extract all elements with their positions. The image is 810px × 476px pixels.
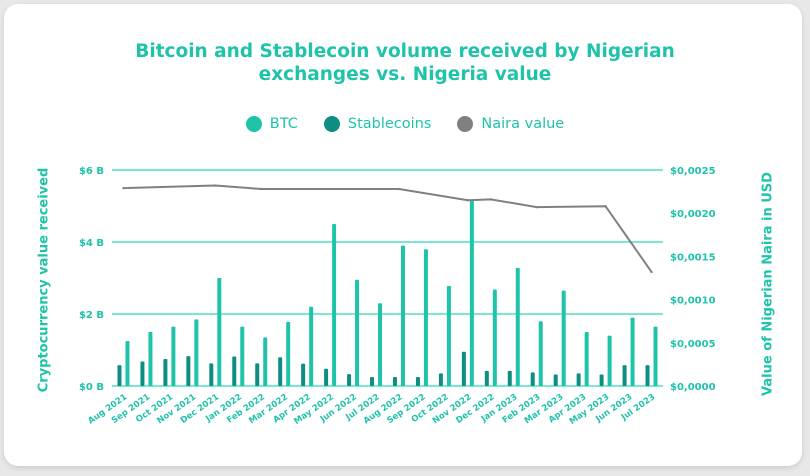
bar-btc [263,337,268,386]
naira-value-line [123,184,653,273]
y-tick-label-left: $0 B [79,382,104,393]
bar-stablecoins [553,374,558,386]
bar-btc [332,224,337,386]
bar-btc [286,321,291,386]
naira-value-point [535,205,538,209]
naira-value-point [260,187,263,191]
legend-item-naira[interactable]: Naira value [457,116,564,132]
chart-title-line-1: Bitcoin and Stablecoin volume received b… [135,41,675,62]
bar-stablecoins [438,373,443,386]
bar-btc [355,279,360,386]
bar-stablecoins [507,370,512,386]
bar-btc [240,326,245,386]
y-tick-label-left: $2 B [79,310,104,321]
bar-stablecoins [370,377,375,386]
legend-item-btc[interactable]: BTC [245,116,298,132]
naira-value-point [489,198,493,201]
bar-btc [561,290,566,386]
bar-btc [378,303,383,386]
y-tick-label-right: $0,0005 [670,339,716,350]
bar-btc [492,289,497,386]
bar-stablecoins [163,359,168,386]
bar-stablecoins [186,356,191,386]
y-tick-label-right: $0,0025 [670,166,716,177]
bar-stablecoins [530,372,535,386]
bar-stablecoins [461,351,466,386]
bar-btc [217,278,222,386]
naira-value-point [604,205,607,208]
bar-stablecoins [484,370,489,386]
bar-btc [309,306,314,386]
chart-title: Bitcoin and Stablecoin volume received b… [0,40,810,86]
legend-swatch-stablecoins [323,116,340,132]
bar-stablecoins [278,357,283,386]
chart-title-line-2: exchanges vs. Nigeria value [258,64,552,85]
bar-stablecoins [232,356,237,386]
y-tick-label-right: $0,0010 [670,296,716,307]
bar-btc [171,326,176,386]
bar-stablecoins [645,365,650,386]
naira-value-point [122,186,125,190]
bar-stablecoins [324,368,329,386]
bar-stablecoins [255,363,260,386]
bar-btc [653,326,658,386]
bar-btc [446,285,451,386]
chart-legend: BTC Stablecoins Naira value [0,116,810,132]
bar-btc [400,245,405,386]
naira-value-point [466,199,470,202]
bar-stablecoins [622,365,627,386]
bar-btc [125,341,130,386]
legend-label-naira: Naira value [481,116,565,132]
legend-label-stablecoins: Stablecoins [347,116,432,132]
bar-btc [423,249,428,386]
y-tick-label-right: $0,0015 [670,252,716,263]
bar-btc [584,332,589,386]
naira-value-point [214,184,217,187]
bar-stablecoins [599,374,604,386]
naira-value-point [650,270,653,274]
legend-label-btc: BTC [269,116,298,132]
bar-stablecoins [117,365,122,386]
bar-stablecoins [301,363,306,386]
bar-btc [194,319,199,386]
bar-btc [515,267,520,386]
naira-value-point [397,187,401,191]
bar-stablecoins [415,377,420,386]
bar-btc [148,332,153,386]
bar-stablecoins [347,374,352,386]
bar-btc [630,317,635,386]
legend-swatch-btc [245,116,262,132]
bar-stablecoins [209,363,214,386]
y-tick-label-left: $6 B [79,166,104,177]
y-tick-label-right: $0,0000 [670,382,716,393]
bar-btc [538,321,543,386]
legend-swatch-naira [457,116,474,132]
y-tick-label-right: $0,0020 [670,209,716,220]
chart-card [4,4,802,466]
bar-stablecoins [392,377,397,386]
bar-btc [607,335,612,386]
bar-stablecoins [576,373,581,386]
y-tick-label-left: $4 B [79,238,104,249]
legend-item-stablecoins[interactable]: Stablecoins [323,116,432,132]
bar-btc [469,200,474,386]
bar-stablecoins [140,361,145,386]
